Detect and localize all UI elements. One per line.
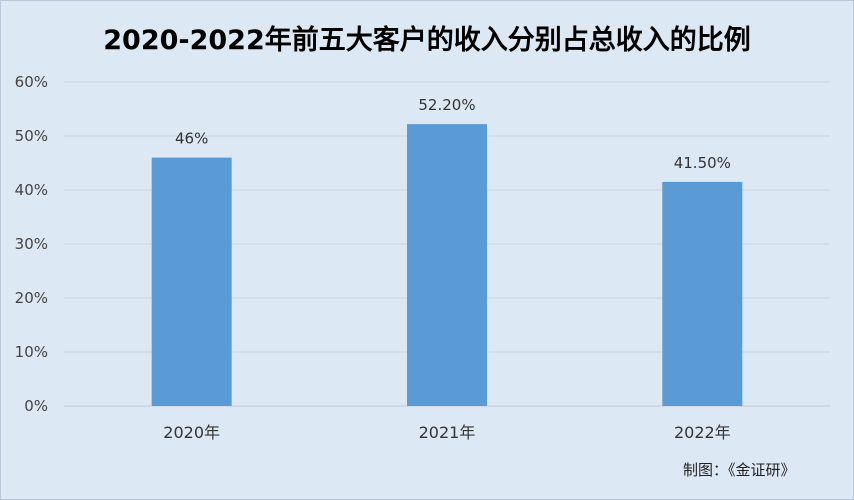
- chart-title: 2020-2022年前五大客户的收入分别占总收入的比例: [103, 25, 751, 56]
- bar-3: [662, 181, 743, 406]
- x-tick-label: 2021年: [419, 423, 476, 442]
- bar-1: [151, 157, 232, 406]
- x-tick-label: 2020年: [163, 423, 220, 442]
- source-credit: 制图：《金证研》: [683, 461, 796, 479]
- data-label: 46%: [175, 130, 208, 148]
- data-label: 52.20%: [418, 96, 475, 114]
- y-tick-label: 30%: [15, 235, 48, 253]
- bar-2: [407, 124, 487, 407]
- data-label: 41.50%: [674, 154, 731, 172]
- y-tick-label: 10%: [15, 343, 48, 361]
- y-tick-label: 20%: [15, 289, 48, 307]
- x-tick-label: 2022年: [674, 423, 731, 442]
- y-tick-label: 0%: [24, 397, 48, 415]
- y-tick-label: 40%: [15, 181, 48, 199]
- y-tick-label: 50%: [15, 127, 48, 145]
- y-tick-label: 60%: [15, 73, 48, 91]
